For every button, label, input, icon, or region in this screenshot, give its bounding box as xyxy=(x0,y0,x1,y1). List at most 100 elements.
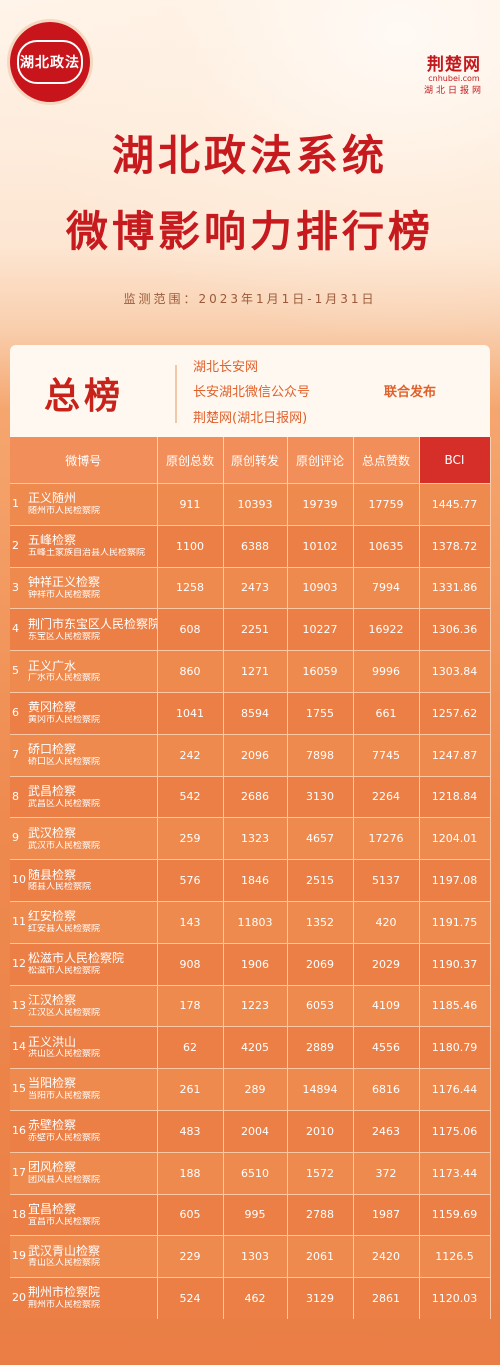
account-cell: 17 团风检察 团风县人民检察院 xyxy=(10,1151,158,1195)
account-cell: 6 黄冈检察 黄冈市人民检察院 xyxy=(10,691,158,735)
hubei-zhengfa-seal-logo: 湖北政法 xyxy=(10,22,90,102)
rank-number: 5 xyxy=(12,664,19,678)
header-reposts: 原创转发 xyxy=(223,437,288,484)
joint-release-label: 联合发布 xyxy=(384,385,437,400)
cnhubei-logo: 荆楚网 cnhubei.com 湖北日报网 xyxy=(424,50,484,96)
likes-cell: 420 xyxy=(353,900,420,944)
header-posts: 原创总数 xyxy=(157,437,224,484)
account-org: 红安县人民检察院 xyxy=(28,924,101,935)
account-cell: 12 松滋市人民检察院 松滋市人民检察院 xyxy=(10,942,158,986)
reposts-cell: 1271 xyxy=(223,650,288,693)
comments-cell: 14894 xyxy=(287,1068,354,1111)
likes-cell: 7745 xyxy=(353,733,420,777)
table-row: 16 赤壁检察 赤壁市人民检察院 483 2004 2010 2463 1175.06 xyxy=(10,1109,491,1153)
account-org: 武汉市人民检察院 xyxy=(28,840,101,851)
account-name: 赤壁检察 xyxy=(28,1119,77,1133)
comments-cell: 1572 xyxy=(287,1151,354,1195)
reposts-cell: 6388 xyxy=(223,524,288,568)
likes-cell: 1987 xyxy=(353,1193,420,1236)
bci-cell: 1204.01 xyxy=(419,817,491,860)
bci-cell: 1190.37 xyxy=(419,942,491,986)
rank-number: 1 xyxy=(12,497,19,511)
posts-cell: 1041 xyxy=(157,691,224,735)
bci-cell: 1247.87 xyxy=(419,733,491,777)
account-cell: 10 随县检察 随县人民检察院 xyxy=(10,859,158,902)
account-org: 钟祥市人民检察院 xyxy=(28,589,101,600)
posts-cell: 605 xyxy=(157,1193,224,1236)
reposts-cell: 11803 xyxy=(223,900,288,944)
bci-cell: 1191.75 xyxy=(419,900,491,944)
bci-cell: 1306.36 xyxy=(419,608,491,651)
posts-cell: 1100 xyxy=(157,524,224,568)
reposts-cell: 1223 xyxy=(223,984,288,1027)
rank-number: 18 xyxy=(12,1207,26,1221)
account-name: 团风检察 xyxy=(28,1161,77,1175)
account-org: 当阳市人民检察院 xyxy=(28,1091,101,1102)
account-org: 青山区人民检察院 xyxy=(28,1258,101,1269)
comments-cell: 16059 xyxy=(287,650,354,693)
account-cell: 8 武昌检察 武昌区人民检察院 xyxy=(10,775,158,818)
bci-cell: 1218.84 xyxy=(419,775,491,818)
reposts-cell: 2096 xyxy=(223,733,288,777)
reposts-cell: 1303 xyxy=(223,1235,288,1278)
account-name: 武昌检察 xyxy=(28,784,77,798)
posts-cell: 229 xyxy=(157,1235,224,1278)
account-org: 随州市人民检察院 xyxy=(28,506,101,517)
table-row: 12 松滋市人民检察院 松滋市人民检察院 908 1906 2069 2029 1190.37 xyxy=(10,942,491,986)
posts-cell: 188 xyxy=(157,1151,224,1195)
table-row: 5 正义广水 广水市人民检察院 860 1271 16059 9996 1303.84 xyxy=(10,650,491,693)
account-org: 五峰土家族自治县人民检察院 xyxy=(28,547,146,558)
bci-cell: 1303.84 xyxy=(419,650,491,693)
table-row: 1 正义随州 随州市人民检察院 911 10393 19739 17759 1445.77 xyxy=(10,483,491,526)
table-body: 1 正义随州 随州市人民检察院 911 10393 19739 17759 1445.77 2 五… xyxy=(10,483,491,1319)
account-name: 武汉检察 xyxy=(28,826,77,840)
logo-url: cnhubei.com xyxy=(428,74,480,83)
reposts-cell: 2251 xyxy=(223,608,288,651)
reposts-cell: 2004 xyxy=(223,1109,288,1153)
page-title-line2: 微博影响力排行榜 xyxy=(65,207,434,256)
reposts-cell: 462 xyxy=(223,1277,288,1319)
account-org: 洪山区人民检察院 xyxy=(28,1049,101,1060)
posts-cell: 261 xyxy=(157,1068,224,1111)
posts-cell: 860 xyxy=(157,650,224,693)
comments-cell: 7898 xyxy=(287,733,354,777)
account-org: 东宝区人民检察院 xyxy=(28,631,101,642)
posts-cell: 911 xyxy=(157,483,224,526)
account-cell: 13 江汉检察 江汉区人民检察院 xyxy=(10,984,158,1027)
account-cell: 19 武汉青山检察 青山区人民检察院 xyxy=(10,1235,158,1278)
account-cell: 18 宜昌检察 宜昌市人民检察院 xyxy=(10,1193,158,1236)
reposts-cell: 1906 xyxy=(223,942,288,986)
comments-cell: 19739 xyxy=(287,483,354,526)
table-row: 14 正义洪山 洪山区人民检察院 62 4205 2889 4556 1180.79 xyxy=(10,1026,491,1069)
publisher-2: 荆楚网(湖北日报网) xyxy=(193,411,308,426)
account-org: 荆州市人民检察院 xyxy=(28,1300,101,1311)
table-row: 7 硚口检察 硚口区人民检察院 242 2096 7898 7745 1247.87 xyxy=(10,733,491,777)
likes-cell: 4109 xyxy=(353,984,420,1027)
likes-cell: 16922 xyxy=(353,608,420,651)
likes-cell: 10635 xyxy=(353,524,420,568)
account-name: 武汉青山检察 xyxy=(28,1244,101,1258)
table-row: 2 五峰检察 五峰土家族自治县人民检察院 1100 6388 10102 10635 1378… xyxy=(10,524,491,568)
account-cell: 15 当阳检察 当阳市人民检察院 xyxy=(10,1068,158,1111)
likes-cell: 2420 xyxy=(353,1235,420,1278)
bci-cell: 1176.44 xyxy=(419,1068,491,1111)
likes-cell: 6816 xyxy=(353,1068,420,1111)
rank-number: 11 xyxy=(12,915,26,929)
comments-cell: 2010 xyxy=(287,1109,354,1153)
rank-number: 19 xyxy=(12,1249,26,1263)
account-name: 黄冈检察 xyxy=(28,701,77,715)
bci-cell: 1445.77 xyxy=(419,483,491,526)
account-name: 钟祥正义检察 xyxy=(28,575,101,589)
likes-cell: 661 xyxy=(353,691,420,735)
reposts-cell: 995 xyxy=(223,1193,288,1236)
likes-cell: 2463 xyxy=(353,1109,420,1153)
reposts-cell: 8594 xyxy=(223,691,288,735)
table-row: 13 江汉检察 江汉区人民检察院 178 1223 6053 4109 1185.46 xyxy=(10,984,491,1027)
bci-cell: 1175.06 xyxy=(419,1109,491,1153)
account-org: 团风县人民检察院 xyxy=(28,1174,101,1185)
comments-cell: 1352 xyxy=(287,900,354,944)
header-comments: 原创评论 xyxy=(287,437,354,484)
table-row: 9 武汉检察 武汉市人民检察院 259 1323 4657 17276 1204.01 xyxy=(10,817,491,860)
rank-number: 10 xyxy=(12,873,26,887)
reposts-cell: 1323 xyxy=(223,817,288,860)
